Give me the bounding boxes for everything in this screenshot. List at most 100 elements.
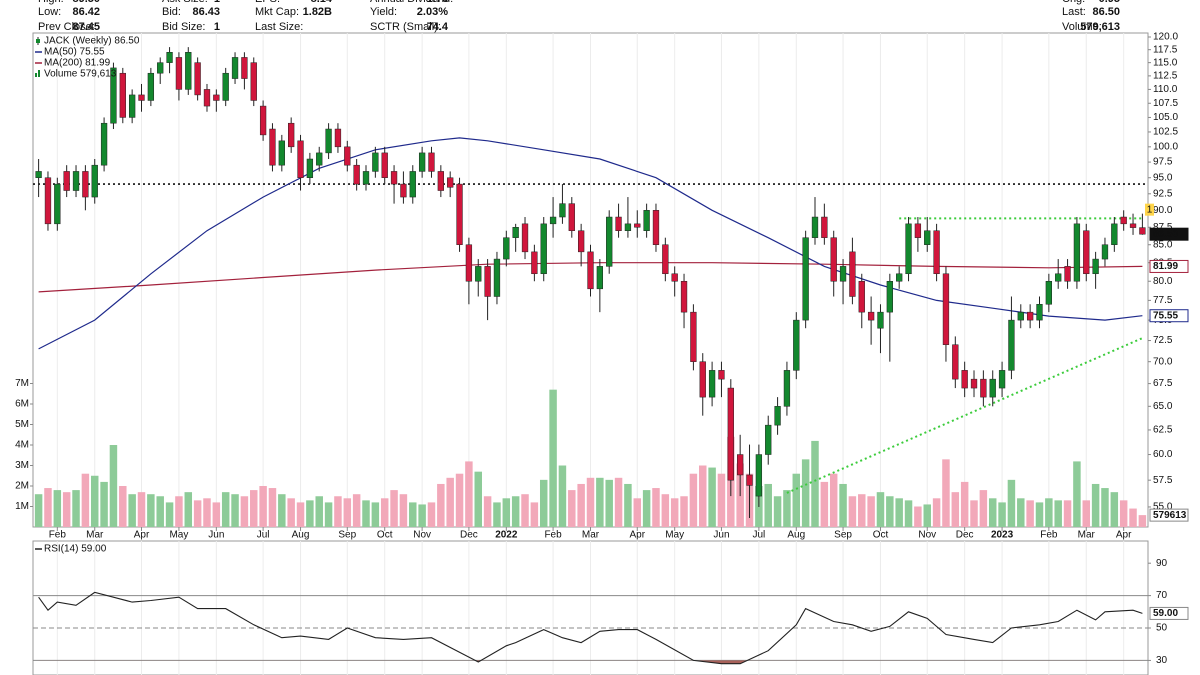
volume-bar [362, 500, 370, 527]
candle-body [596, 266, 604, 290]
volume-bar [165, 502, 174, 527]
volume-bar [34, 494, 43, 527]
x-tick-label: May [665, 530, 684, 541]
volume-bar [1129, 508, 1137, 527]
candle-body [783, 370, 791, 407]
x-tick-label: Sep [338, 530, 356, 541]
candle-body [727, 387, 734, 481]
candle-body [194, 62, 201, 96]
legend-icon [35, 73, 37, 77]
candle-body [1055, 273, 1062, 282]
volume-bar [717, 473, 726, 527]
candle-body [615, 216, 622, 231]
volume-bar [904, 500, 913, 527]
y2-tick-label: 3M [15, 460, 29, 471]
header-label: Last: [1062, 6, 1086, 18]
volume-bar [212, 502, 221, 527]
header-value: 86.42 [72, 6, 100, 18]
header-label: EPS: [255, 0, 280, 5]
candle-body [484, 266, 491, 297]
y2-tick-label: 6M [15, 399, 29, 410]
volume-bar [1035, 502, 1044, 527]
candle-body [961, 370, 968, 389]
candle-body [166, 52, 173, 63]
y-tick-label: 67.5 [1153, 378, 1173, 389]
volume-bar [137, 492, 146, 527]
volume-bar [455, 473, 464, 527]
y-tick-label: 55.0 [1153, 502, 1173, 513]
candle-body [306, 158, 314, 178]
candle-body [138, 94, 145, 101]
volume-bar [568, 490, 576, 527]
volume-bar [409, 502, 417, 527]
rsi-label: RSI(14) 59.00 [44, 544, 107, 555]
header-value: 87.45 [72, 21, 100, 33]
volume-bar [259, 486, 267, 527]
candle-body [867, 311, 875, 321]
volume-bar [53, 490, 62, 527]
volume-bar [147, 494, 155, 527]
candle-body [418, 152, 426, 172]
volume-bar [792, 473, 801, 527]
volume-bar [1138, 515, 1147, 527]
candle-body [475, 266, 482, 282]
candle-body [297, 140, 304, 178]
x-tick-label: Jun [208, 530, 224, 541]
volume-bar [624, 483, 632, 527]
volume-bar [867, 496, 875, 527]
x-tick-label: Aug [787, 530, 805, 541]
volume-bar [549, 389, 557, 527]
volume-bar [427, 502, 436, 527]
candle-body [35, 171, 42, 178]
candle-body [100, 122, 108, 166]
candle-body [839, 266, 847, 282]
x-tick-label: Aug [292, 530, 310, 541]
x-tick-label: Jul [752, 530, 765, 541]
rsi-tick-label: 90 [1156, 558, 1168, 569]
candle-body [1139, 227, 1146, 235]
volume-bar [231, 494, 239, 527]
y-tick-label: 70.0 [1153, 356, 1173, 367]
x-tick-label: Feb [544, 530, 562, 541]
y-tick-label: 110.0 [1153, 84, 1178, 95]
header-value: 1.76 [427, 0, 448, 5]
candle-body [1129, 223, 1137, 228]
volume-bar [156, 496, 164, 527]
volume-bar [493, 502, 501, 527]
volume-bar [1017, 498, 1025, 527]
x-tick-label: Nov [413, 530, 431, 541]
candle-body [1092, 258, 1099, 275]
volume-bar [670, 498, 679, 527]
candle-body [765, 424, 772, 455]
y2-tick-label: 4M [15, 440, 29, 451]
candle-body [203, 89, 211, 107]
candle-body [344, 146, 351, 166]
candle-body [643, 210, 650, 231]
volume-bar [829, 473, 838, 527]
volume-bar [109, 445, 118, 527]
candle-body [980, 378, 987, 398]
header-label: Mkt Cap: [255, 6, 299, 18]
x-tick-label: Mar [582, 530, 600, 541]
header-label: Last Size: [255, 21, 303, 33]
volume-bar [128, 494, 136, 527]
header-label: High: [38, 0, 64, 5]
candle-body [662, 244, 669, 275]
y-tick-label: 102.5 [1153, 127, 1178, 138]
candle-body [72, 171, 80, 191]
candle-body [222, 72, 229, 101]
header-label: Volume: [1062, 21, 1102, 33]
volume-bar [858, 494, 866, 527]
rsi-tick-label: 50 [1156, 623, 1168, 634]
y-tick-label: 65.0 [1153, 401, 1173, 412]
header-value: 86.43 [192, 6, 220, 18]
volume-bar [446, 477, 454, 527]
candle-body [353, 164, 360, 185]
volume-bar [1110, 492, 1119, 527]
x-tick-label: Mar [1078, 530, 1096, 541]
ma50-line [38, 137, 1143, 350]
volume-bar [839, 483, 847, 527]
volume-bar [801, 459, 810, 527]
volume-bar [1026, 500, 1034, 527]
candle-body [157, 62, 164, 74]
